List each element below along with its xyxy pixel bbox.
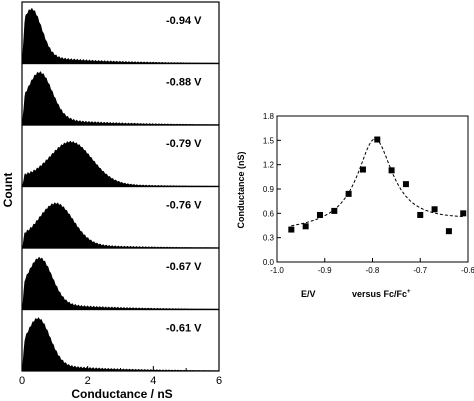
data-point-9: [417, 211, 424, 218]
histogram-stack: -0.94 V -0.88 V -0.79 V -0.76 V -0.67 V -0.61…: [19, 1, 222, 387]
right-xlabel-sup: +: [407, 289, 411, 295]
histogram-area-0: [22, 7, 219, 64]
right-ytick-label-4: 1.2: [263, 161, 275, 170]
right-ylabel: Conductance (nS): [236, 151, 246, 228]
right-ytick-label-3: 0.9: [263, 185, 275, 194]
right-ytick-label-6: 1.8: [263, 112, 275, 121]
right-ytick-label-5: 1.5: [263, 136, 275, 145]
left-y-axis-title: Count: [1, 173, 15, 208]
data-point-2: [316, 211, 323, 218]
right-y-axis-title: Conductance (nS): [236, 151, 246, 228]
panel-label-3: -0.76 V: [166, 200, 202, 212]
left-xtick-label-0: 0: [19, 375, 25, 387]
right-xlabel-left: E/V: [301, 289, 316, 299]
histogram-area-2: [22, 140, 219, 187]
panel-label-1: -0.88 V: [166, 77, 202, 89]
right-xlabel-main: versus Fc/Fc: [352, 289, 407, 299]
panel-label-4: -0.67 V: [166, 261, 202, 273]
right-xtick-label-0: -1.0: [270, 266, 284, 275]
data-point-12: [460, 210, 467, 217]
panel-label-0: -0.94 V: [166, 15, 202, 27]
histogram-area-4: [22, 256, 219, 310]
data-point-10: [431, 206, 438, 213]
left-xtick-label-3: 6: [216, 375, 222, 387]
histogram-area-1: [22, 71, 219, 125]
data-point-7: [388, 167, 395, 174]
right-xtick-label-4: -0.6: [461, 266, 474, 275]
data-point-1: [302, 223, 309, 230]
data-point-4: [345, 190, 352, 197]
conductance-vs-potential-plot: -1.0 -0.9 -0.8 -0.7 -0.6 0.0 0.3 0.6 0.9 1.2 1.5 1.…: [263, 112, 474, 275]
right-ytick-label-1: 0.3: [263, 234, 275, 243]
panel-label-5: -0.61 V: [166, 323, 202, 335]
right-xlabel-right: versus Fc/Fc+: [352, 289, 411, 299]
left-xtick-label-1: 2: [85, 375, 91, 387]
data-point-8: [402, 181, 409, 188]
right-ytick-label-0: 0.0: [263, 258, 275, 267]
right-plot-frame: [276, 115, 469, 263]
panel-label-2: -0.79 V: [166, 138, 202, 150]
data-point-11: [445, 228, 452, 235]
histogram-area-3: [22, 202, 219, 248]
left-xtick-label-2: 4: [150, 375, 156, 387]
data-point-6: [374, 136, 381, 143]
histogram-area-5: [22, 317, 219, 371]
right-xtick-label-3: -0.7: [413, 266, 427, 275]
left-ylabel: Count: [1, 173, 15, 208]
data-point-5: [359, 166, 366, 173]
data-point-3: [331, 207, 338, 214]
right-xtick-label-2: -0.8: [366, 266, 380, 275]
data-point-0: [288, 226, 295, 233]
right-ytick-label-2: 0.6: [263, 209, 275, 218]
right-xtick-label-1: -0.9: [318, 266, 332, 275]
left-xlabel: Conductance / nS: [71, 387, 172, 401]
